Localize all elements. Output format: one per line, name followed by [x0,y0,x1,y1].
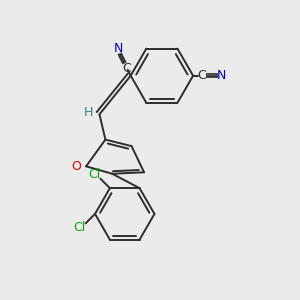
Text: Cl: Cl [73,221,86,234]
Text: C: C [123,62,131,75]
Text: Cl: Cl [88,168,101,182]
Text: C: C [198,69,206,82]
Text: N: N [114,42,123,55]
Text: N: N [217,69,226,82]
Text: O: O [72,160,82,173]
Text: H: H [83,106,93,119]
